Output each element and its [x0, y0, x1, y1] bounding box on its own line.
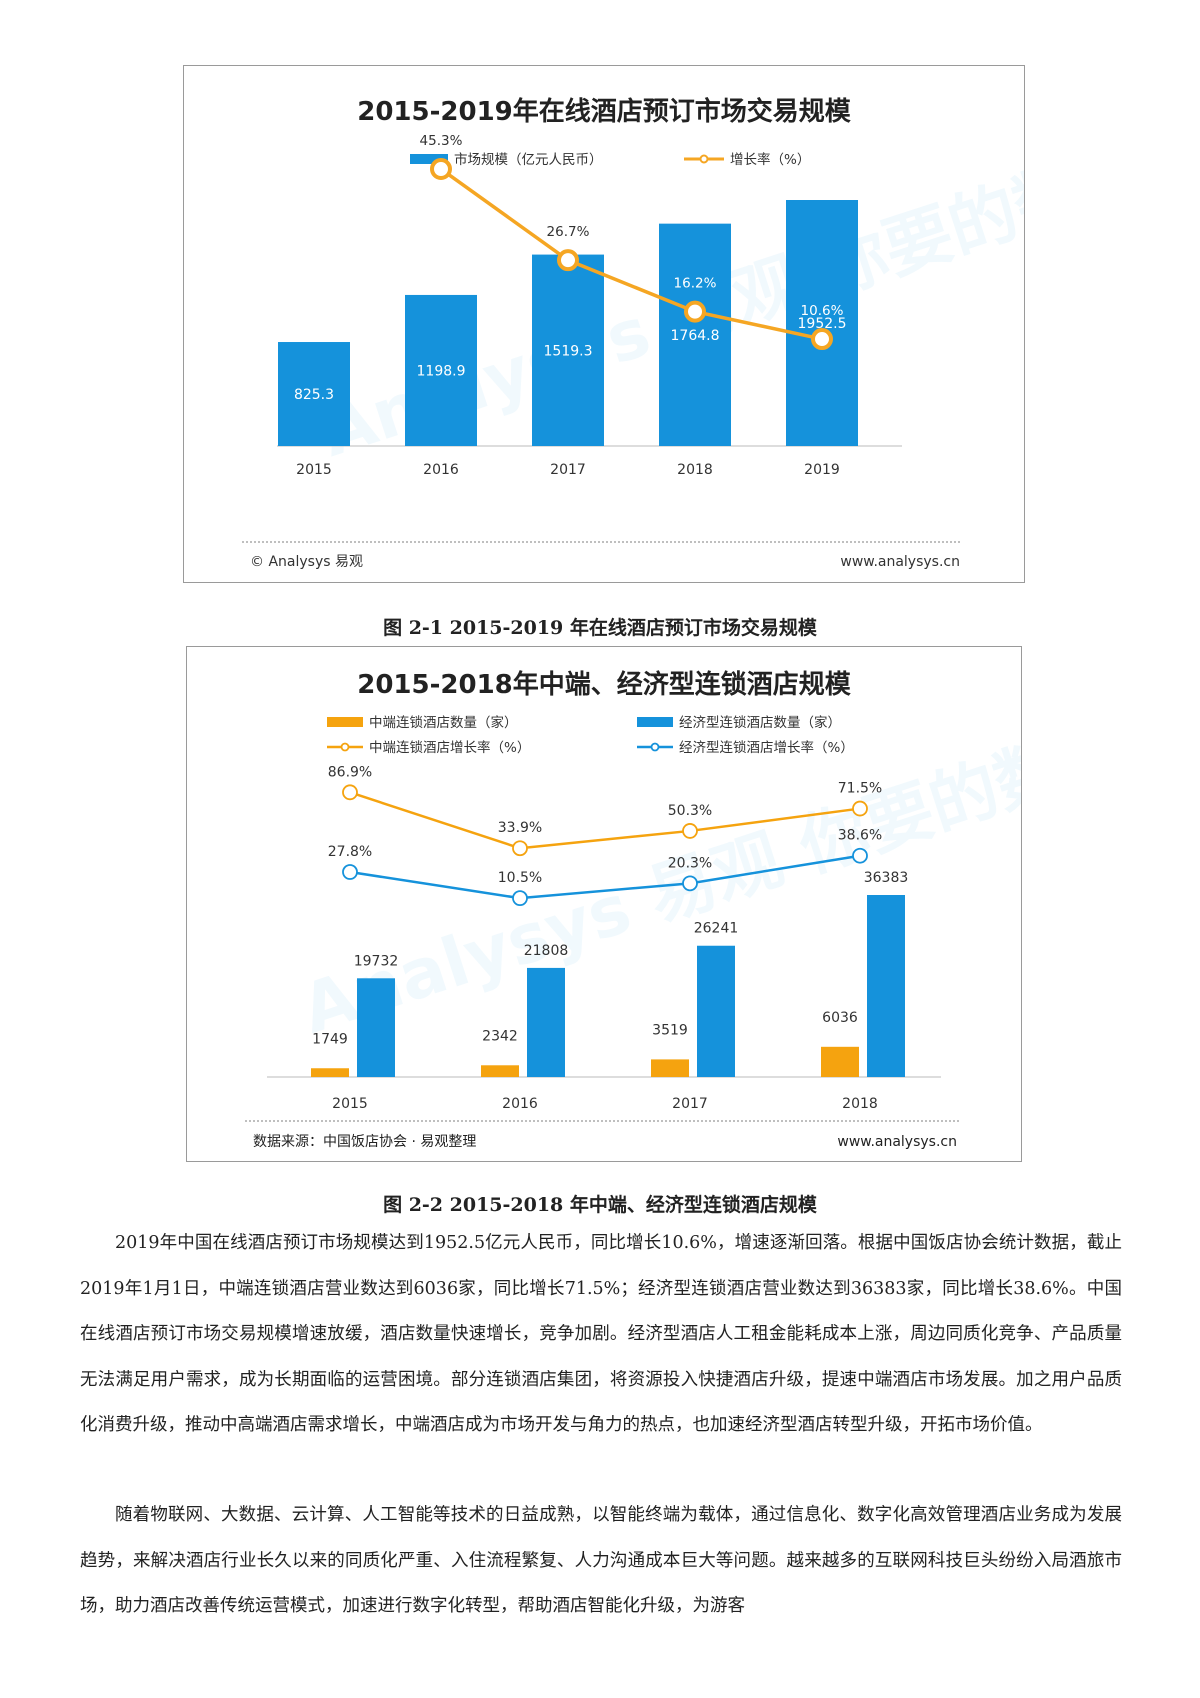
bar-mid-range-label: 6036: [822, 1010, 858, 1026]
bar-mid-range: [311, 1068, 349, 1077]
bar-economy-label: 19732: [354, 953, 399, 969]
growth-line-mid-range: [349, 791, 861, 850]
bar-economy: [867, 895, 905, 1077]
bar-mid-range-label: 2342: [482, 1028, 518, 1044]
chart-hotel-chains: Analysys 易观 你要的数据能力 2015-2018年中端、经济型连锁酒店…: [186, 646, 1022, 1162]
figure-caption-2: 图 2-2 2015-2018 年中端、经济型连锁酒店规模: [383, 1194, 817, 1216]
bar-economy: [527, 967, 565, 1077]
bar-market-size: [405, 294, 477, 446]
x-tick-label: 2017: [672, 1096, 708, 1112]
legend-label-mid-line: 中端连锁酒店增长率（%）: [369, 739, 530, 756]
growth-label-economy: 38.6%: [838, 828, 882, 844]
growth-line-economy: [349, 854, 861, 900]
growth-label-mid-range: 50.3%: [668, 803, 712, 819]
x-tick-label: 2018: [677, 462, 713, 478]
x-tick-label: 2015: [296, 462, 332, 478]
chart-market-size-svg: Analysys 易观 你要的数据能力 2015-2019年在线酒店预订市场交易…: [242, 89, 1024, 570]
bar-economy-label: 36383: [864, 870, 909, 886]
growth-point-economy: [682, 875, 698, 892]
bar-economy: [357, 978, 395, 1077]
legend-swatch-eco-bar: [637, 717, 673, 727]
growth-rate-label: 45.3%: [420, 133, 463, 149]
growth-rate-line: [439, 167, 823, 341]
growth-rate-point: [430, 158, 452, 181]
chart-market-size-marks: 825.3 2015 1198.9 2016 1519.3 2017 1764.8 2018 1…: [277, 133, 902, 478]
chart-market-size: Analysys 易观 你要的数据能力 2015-2019年在线酒店预订市场交易…: [183, 65, 1025, 583]
bar-market-size: [659, 223, 731, 446]
growth-point-mid-range: [342, 784, 358, 801]
x-tick-label: 2016: [502, 1096, 538, 1112]
bar-economy-label: 21808: [524, 943, 569, 959]
growth-label-economy: 20.3%: [668, 855, 712, 871]
x-tick-label: 2015: [332, 1096, 368, 1112]
bar-mid-range-label: 3519: [652, 1022, 688, 1038]
growth-point-economy: [852, 847, 868, 864]
legend-label-line: 增长率（%）: [730, 151, 810, 168]
bar-mid-range: [651, 1059, 689, 1077]
growth-label-economy: 10.5%: [498, 870, 542, 886]
footer-source: © Analysys 易观: [250, 554, 363, 570]
figure-caption-1: 图 2-1 2015-2019 年在线酒店预订市场交易规模: [383, 617, 817, 639]
chart-title: 2015-2019年在线酒店预订市场交易规模: [357, 96, 852, 127]
bar-market-size: [786, 200, 858, 446]
growth-label-mid-range: 33.9%: [498, 820, 542, 836]
bar-value-label: 825.3: [294, 387, 334, 403]
paragraph-text: 2019年中国在线酒店预订市场规模达到1952.5亿元人民币，同比增长10.6%…: [80, 1233, 1122, 1435]
legend-label-eco-bar: 经济型连锁酒店数量（家）: [679, 714, 841, 731]
legend-label-bar: 市场规模（亿元人民币）: [454, 151, 603, 168]
bar-economy: [697, 945, 735, 1077]
bar-mid-range: [821, 1046, 859, 1077]
bar-economy-label: 26241: [694, 921, 739, 937]
legend-swatch-mid-bar: [327, 717, 363, 727]
growth-point-mid-range: [852, 800, 868, 817]
x-tick-label: 2017: [550, 462, 586, 478]
growth-rate-label: 10.6%: [801, 303, 844, 319]
growth-point-mid-range: [512, 840, 528, 857]
footer-source: 数据来源：中国饭店协会 · 易观整理: [253, 1134, 476, 1150]
x-tick-label: 2016: [423, 462, 459, 478]
growth-rate-point: [557, 249, 579, 272]
legend-swatch-eco-marker: [650, 742, 660, 752]
bar-value-label: 1764.8: [671, 328, 720, 344]
x-tick-label: 2018: [842, 1096, 878, 1112]
body-paragraph-1: 2019年中国在线酒店预订市场规模达到1952.5亿元人民币，同比增长10.6%…: [80, 1221, 1122, 1449]
paragraph-text: 随着物联网、大数据、云计算、人工智能等技术的日益成熟，以智能终端为载体，通过信息…: [80, 1505, 1122, 1616]
legend-swatch-mid-marker: [340, 742, 350, 752]
growth-label-mid-range: 71.5%: [838, 781, 882, 797]
chart-hotel-chains-marks: 1749 19732 2015 2342 21808 2016 3519 26241 2017 6…: [267, 764, 941, 1112]
bar-market-size: [278, 342, 350, 446]
x-tick-label: 2019: [804, 462, 840, 478]
bar-mid-range-label: 1749: [312, 1031, 348, 1047]
legend-label-eco-line: 经济型连锁酒店增长率（%）: [679, 739, 854, 756]
growth-point-economy: [512, 890, 528, 907]
growth-label-mid-range: 86.9%: [328, 764, 372, 780]
footer-url: www.analysys.cn: [840, 554, 960, 570]
legend-swatch-line-marker: [699, 154, 709, 164]
body-paragraph-2: 随着物联网、大数据、云计算、人工智能等技术的日益成熟，以智能终端为载体，通过信息…: [80, 1493, 1122, 1630]
legend-label-mid-bar: 中端连锁酒店数量（家）: [369, 714, 518, 731]
bar-value-label: 1952.5: [798, 316, 847, 332]
growth-label-economy: 27.8%: [328, 844, 372, 860]
legend-swatch-bar: [410, 154, 448, 164]
chart-hotel-chains-svg: Analysys 易观 你要的数据能力 2015-2018年中端、经济型连锁酒店…: [245, 666, 1021, 1150]
bar-value-label: 1519.3: [544, 343, 593, 359]
growth-rate-point: [811, 328, 833, 351]
growth-rate-label: 26.7%: [547, 224, 590, 240]
bar-value-label: 1198.9: [417, 363, 466, 379]
growth-rate-point: [684, 300, 706, 323]
growth-rate-label: 16.2%: [674, 276, 717, 292]
growth-point-economy: [342, 864, 358, 880]
bar-mid-range: [481, 1065, 519, 1077]
bar-market-size: [532, 254, 604, 446]
chart-title: 2015-2018年中端、经济型连锁酒店规模: [357, 669, 852, 700]
footer-url: www.analysys.cn: [837, 1134, 957, 1150]
growth-point-mid-range: [682, 823, 698, 839]
